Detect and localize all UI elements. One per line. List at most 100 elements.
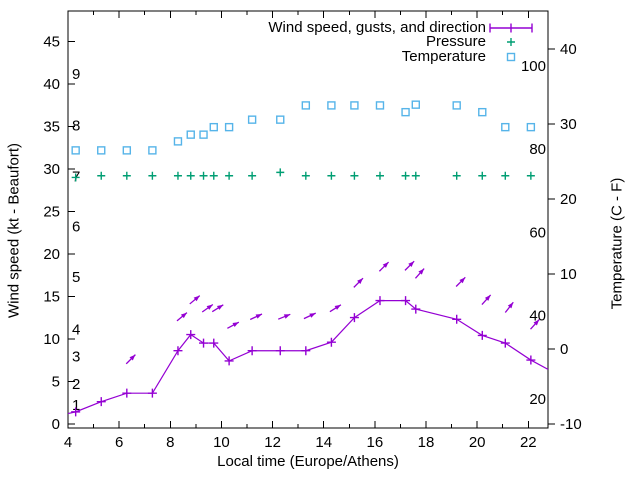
gust-arrows [125,260,540,365]
gust-arrow-head [180,312,187,319]
gust-arrow-head [129,354,136,361]
legend-label-wind: Wind speed, gusts, and direction [268,19,486,36]
x-tick-label: 8 [166,434,174,451]
beaufort-label: 6 [72,219,80,236]
temperature-point [301,101,311,110]
temperature-point [478,107,487,117]
gust-arrow-head [357,278,364,285]
pressure-point [225,171,234,180]
y-right-tick-label: -10 [560,416,582,433]
plot-frame [67,10,549,429]
temperature-point [452,101,461,110]
pressure-point [350,171,359,180]
y-left-tick-label: 35 [43,119,60,136]
y-left-tick-label: 20 [43,246,60,263]
wind-point [96,397,106,407]
pressure-point [97,171,106,180]
temperature-point [375,101,385,110]
temperature-point [97,146,106,155]
x-tick-label: 4 [64,434,72,451]
y-left-tick-label: 10 [43,331,60,348]
x-tick-label: 6 [115,434,123,451]
pressure-point [276,168,285,177]
y-right-tick-label: 0 [560,341,568,358]
wind-point [411,304,421,314]
fahrenheit-label: 100 [521,58,546,75]
legend-temperature-sample [506,52,516,62]
gust-arrow-head [283,314,291,319]
gust-arrow-head [206,304,213,310]
wind-point [199,338,209,348]
wind-point [186,330,196,340]
legend-label-pressure: Pressure [425,33,486,50]
x-tick-label: 20 [469,434,486,451]
temperature-point [186,130,195,139]
y-left-tick-label: 5 [52,373,60,390]
gust-arrow-head [193,295,200,302]
legend-samples [489,23,533,62]
wind-point [173,346,183,356]
temperature-point [224,122,234,132]
pressure-point [209,171,218,180]
wind-point [401,296,411,306]
temperature-point [501,122,510,132]
pressure-point [186,171,195,180]
temperature-point [350,101,359,110]
x-tick-label: 14 [315,434,332,451]
y-left-tick-label: 15 [43,288,60,305]
gust-arrow-head [408,261,415,268]
temperature-point [148,146,157,155]
legend-pressure-sample [507,38,515,46]
temperature-point [209,122,218,132]
y-right-tick-label: 30 [560,116,577,133]
y-left-tick-label: 30 [43,161,60,178]
temperature-series [71,100,536,155]
beaufort-label: 3 [72,349,80,366]
pressure-point [401,171,410,180]
y-left-tick-label: 40 [43,76,60,93]
y-axis-label-right: Temperature (C - F) [608,177,626,310]
gust-arrow-head [334,304,341,310]
y-right-tick-label: 20 [560,191,577,208]
pressure-point [452,171,461,180]
pressure-point [148,171,157,180]
wind-point [500,338,510,348]
pressure-series [71,168,535,182]
y-left-tick-label: 25 [43,203,60,220]
beaufort-label: 4 [72,321,80,338]
wind-point [326,337,336,347]
temperature-point [526,122,536,132]
beaufort-label: 1 [72,397,80,414]
temperature-point [327,101,336,110]
x-tick-label: 22 [520,434,537,451]
temperature-point [247,115,257,124]
fahrenheit-label: 60 [529,224,546,241]
fahrenheit-label: 20 [529,391,546,408]
wind-point [209,338,219,348]
y-left-tick-label: 0 [52,416,60,433]
gust-arrow-head [255,313,263,319]
gust-arrow-head [418,268,425,275]
wind-series [67,296,549,417]
legend-wind-sample [489,23,533,33]
y-right-tick-label: 40 [560,41,577,58]
pressure-point [411,171,420,180]
x-tick-label: 18 [418,434,435,451]
wind-point [349,313,359,323]
pressure-point [501,171,510,180]
y-axis-label-left: Wind speed (kt - Beaufort) [5,142,23,319]
pressure-point [375,171,384,180]
temperature-point [122,146,132,155]
gust-arrow-head [382,262,389,268]
temperature-point [71,146,80,155]
beaufort-label: 2 [72,376,80,393]
pressure-point [122,171,131,180]
wind-point [301,346,311,356]
temperature-point [401,107,410,117]
temperature-point [199,130,208,139]
wind-point [275,346,285,356]
wind-point [71,407,81,417]
pressure-point [248,171,257,180]
